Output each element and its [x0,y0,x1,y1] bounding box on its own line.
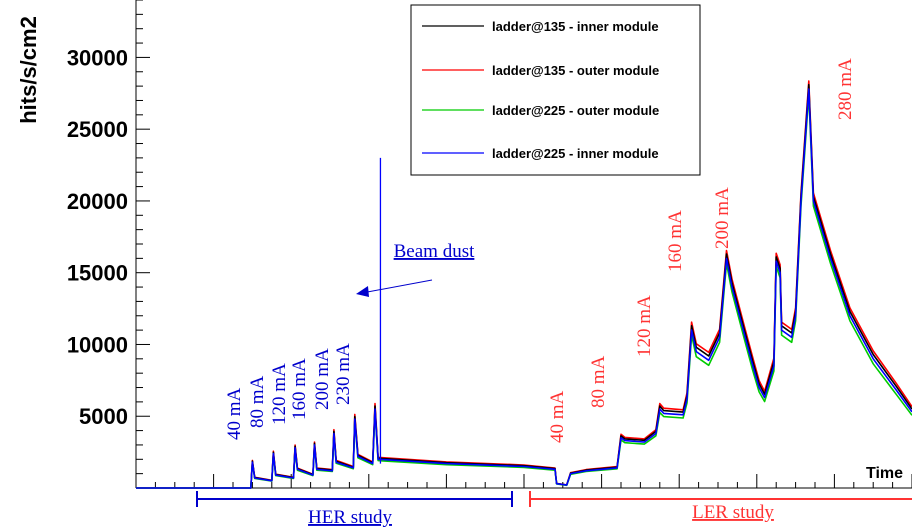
y-tick-label: 25000 [67,117,128,142]
legend-label: ladder@225 - outer module [492,103,659,118]
series-layer [136,80,912,489]
ler-study-label: LER study [692,502,774,523]
legend-box [410,4,701,176]
ler-current-label: 160 mA [665,210,686,272]
x-tick-group [135,474,912,488]
her-current-label: 80 mA [247,375,268,428]
ler-current-label: 280 mA [835,58,856,120]
x-axis-title: Time [866,465,903,482]
y-tick-group: 5000 10000 15000 20000 25000 30000 [67,0,150,475]
ler-current-label: 200 mA [712,187,733,249]
series-line [136,88,912,489]
y-tick-label: 5000 [79,404,128,429]
ler-study-bracket: LER study [529,491,912,523]
her-study-label: HER study [308,507,392,528]
beam-dust-label: Beam dust [394,241,475,262]
her-study-bracket: HER study [196,491,513,528]
legend-entries: ladder@135 - inner module ladder@135 - ou… [422,19,659,161]
y-axis-title: hits/s/cm2 [16,16,41,124]
ler-current-label: 40 mA [547,390,568,443]
legend-label: ladder@135 - inner module [492,19,659,34]
y-tick-label: 30000 [67,45,128,70]
legend: ladder@135 - inner module ladder@135 - ou… [410,4,701,176]
her-current-label: 160 mA [289,358,310,420]
ler-current-label: 80 mA [588,355,609,408]
her-current-label: 200 mA [312,348,333,410]
legend-label: ladder@135 - outer module [492,63,659,78]
beam-dust-arrow-line [361,279,433,294]
y-tick-label: 10000 [67,332,128,357]
beam-dust-arrowhead [356,286,369,297]
y-tick-label: 20000 [67,189,128,214]
ler-current-label: 120 mA [634,295,655,357]
her-current-label: 120 mA [269,363,290,425]
her-current-label: 230 mA [333,343,354,405]
her-current-label: 40 mA [224,387,245,440]
legend-label: ladder@225 - inner module [492,146,659,161]
y-tick-label: 15000 [67,261,128,286]
